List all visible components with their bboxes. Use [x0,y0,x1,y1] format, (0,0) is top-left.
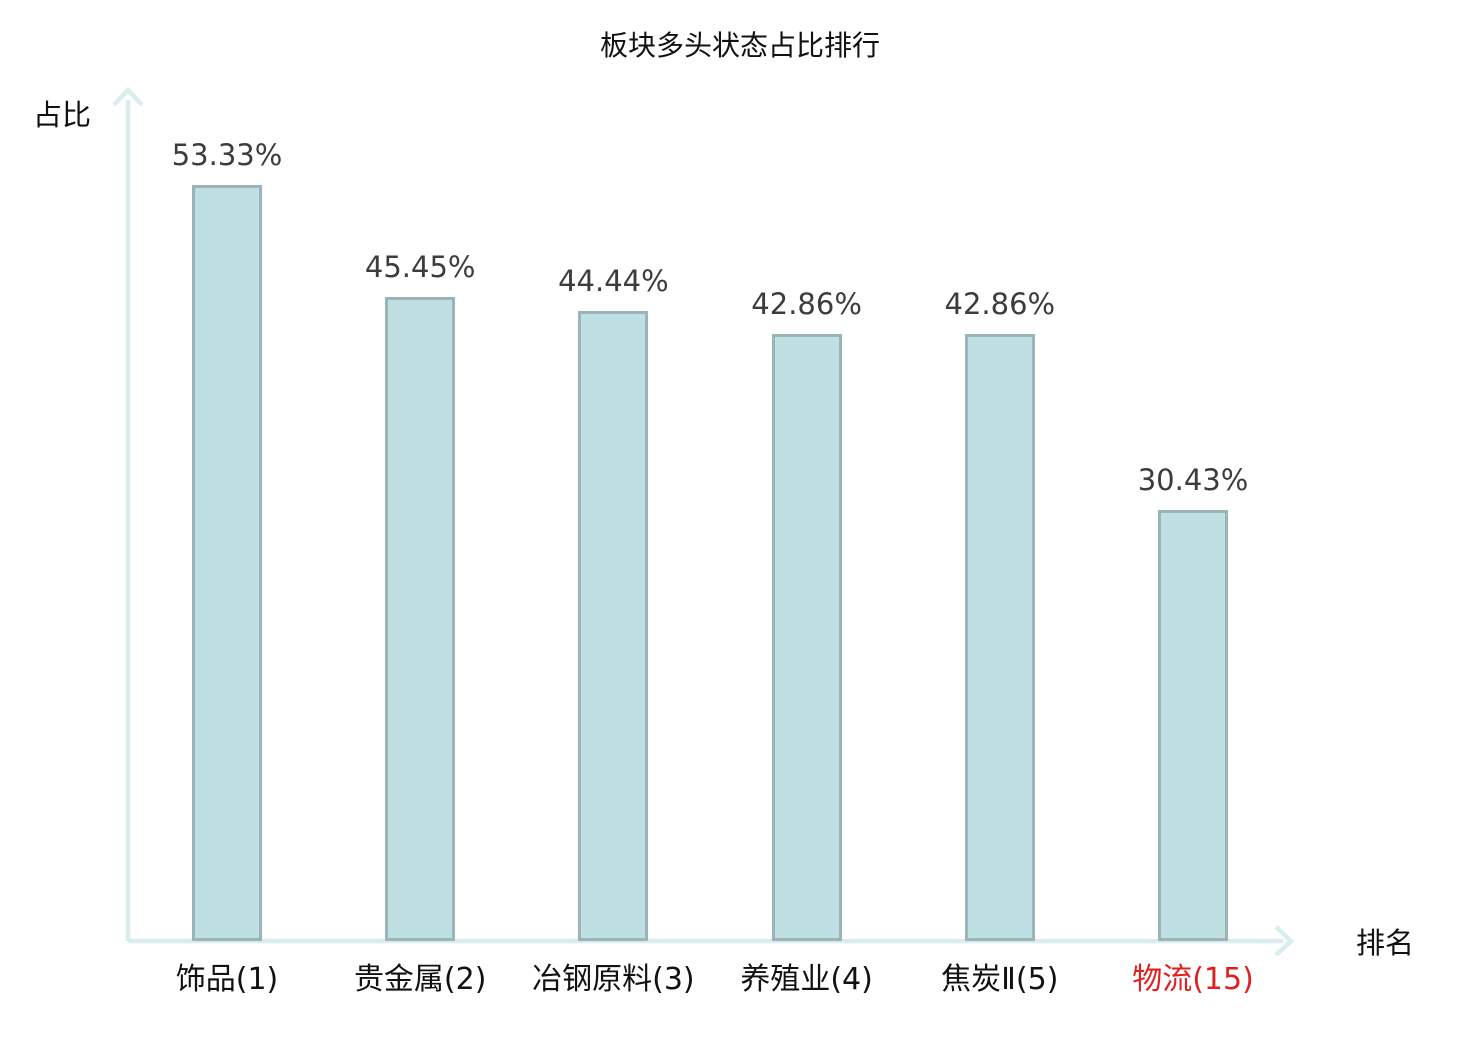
x-axis-arrowhead [1274,925,1295,957]
bar-value-label: 44.44% [558,264,669,298]
bar-value-label: 42.86% [751,287,862,321]
bar-category-label: 贵金属(2) [353,962,487,997]
bar-value-label: 42.86% [944,287,1056,321]
bar [771,334,842,941]
bar-category-label: 养殖业(4) [740,962,873,997]
bar [385,297,456,941]
chart-title: 板块多头状态占比排行 [599,29,880,62]
bar [964,334,1035,941]
bar-category-label: 物流(15) [1132,962,1254,997]
bar-value-label: 30.43% [1137,463,1249,497]
bar [192,185,262,941]
bar-value-label: 53.33% [171,138,283,172]
y-axis-label: 占比 [33,98,92,132]
bar-category-label: 饰品(1) [175,962,279,997]
bar [578,311,649,941]
bar-category-label: 焦炭Ⅱ(5) [941,962,1059,997]
bar-value-label: 45.45% [364,250,476,284]
x-axis-label: 排名 [1356,926,1415,960]
bar [1158,510,1228,941]
bar-category-label: 冶钢原料(3) [532,962,695,997]
y-axis-arrowhead [112,86,144,107]
